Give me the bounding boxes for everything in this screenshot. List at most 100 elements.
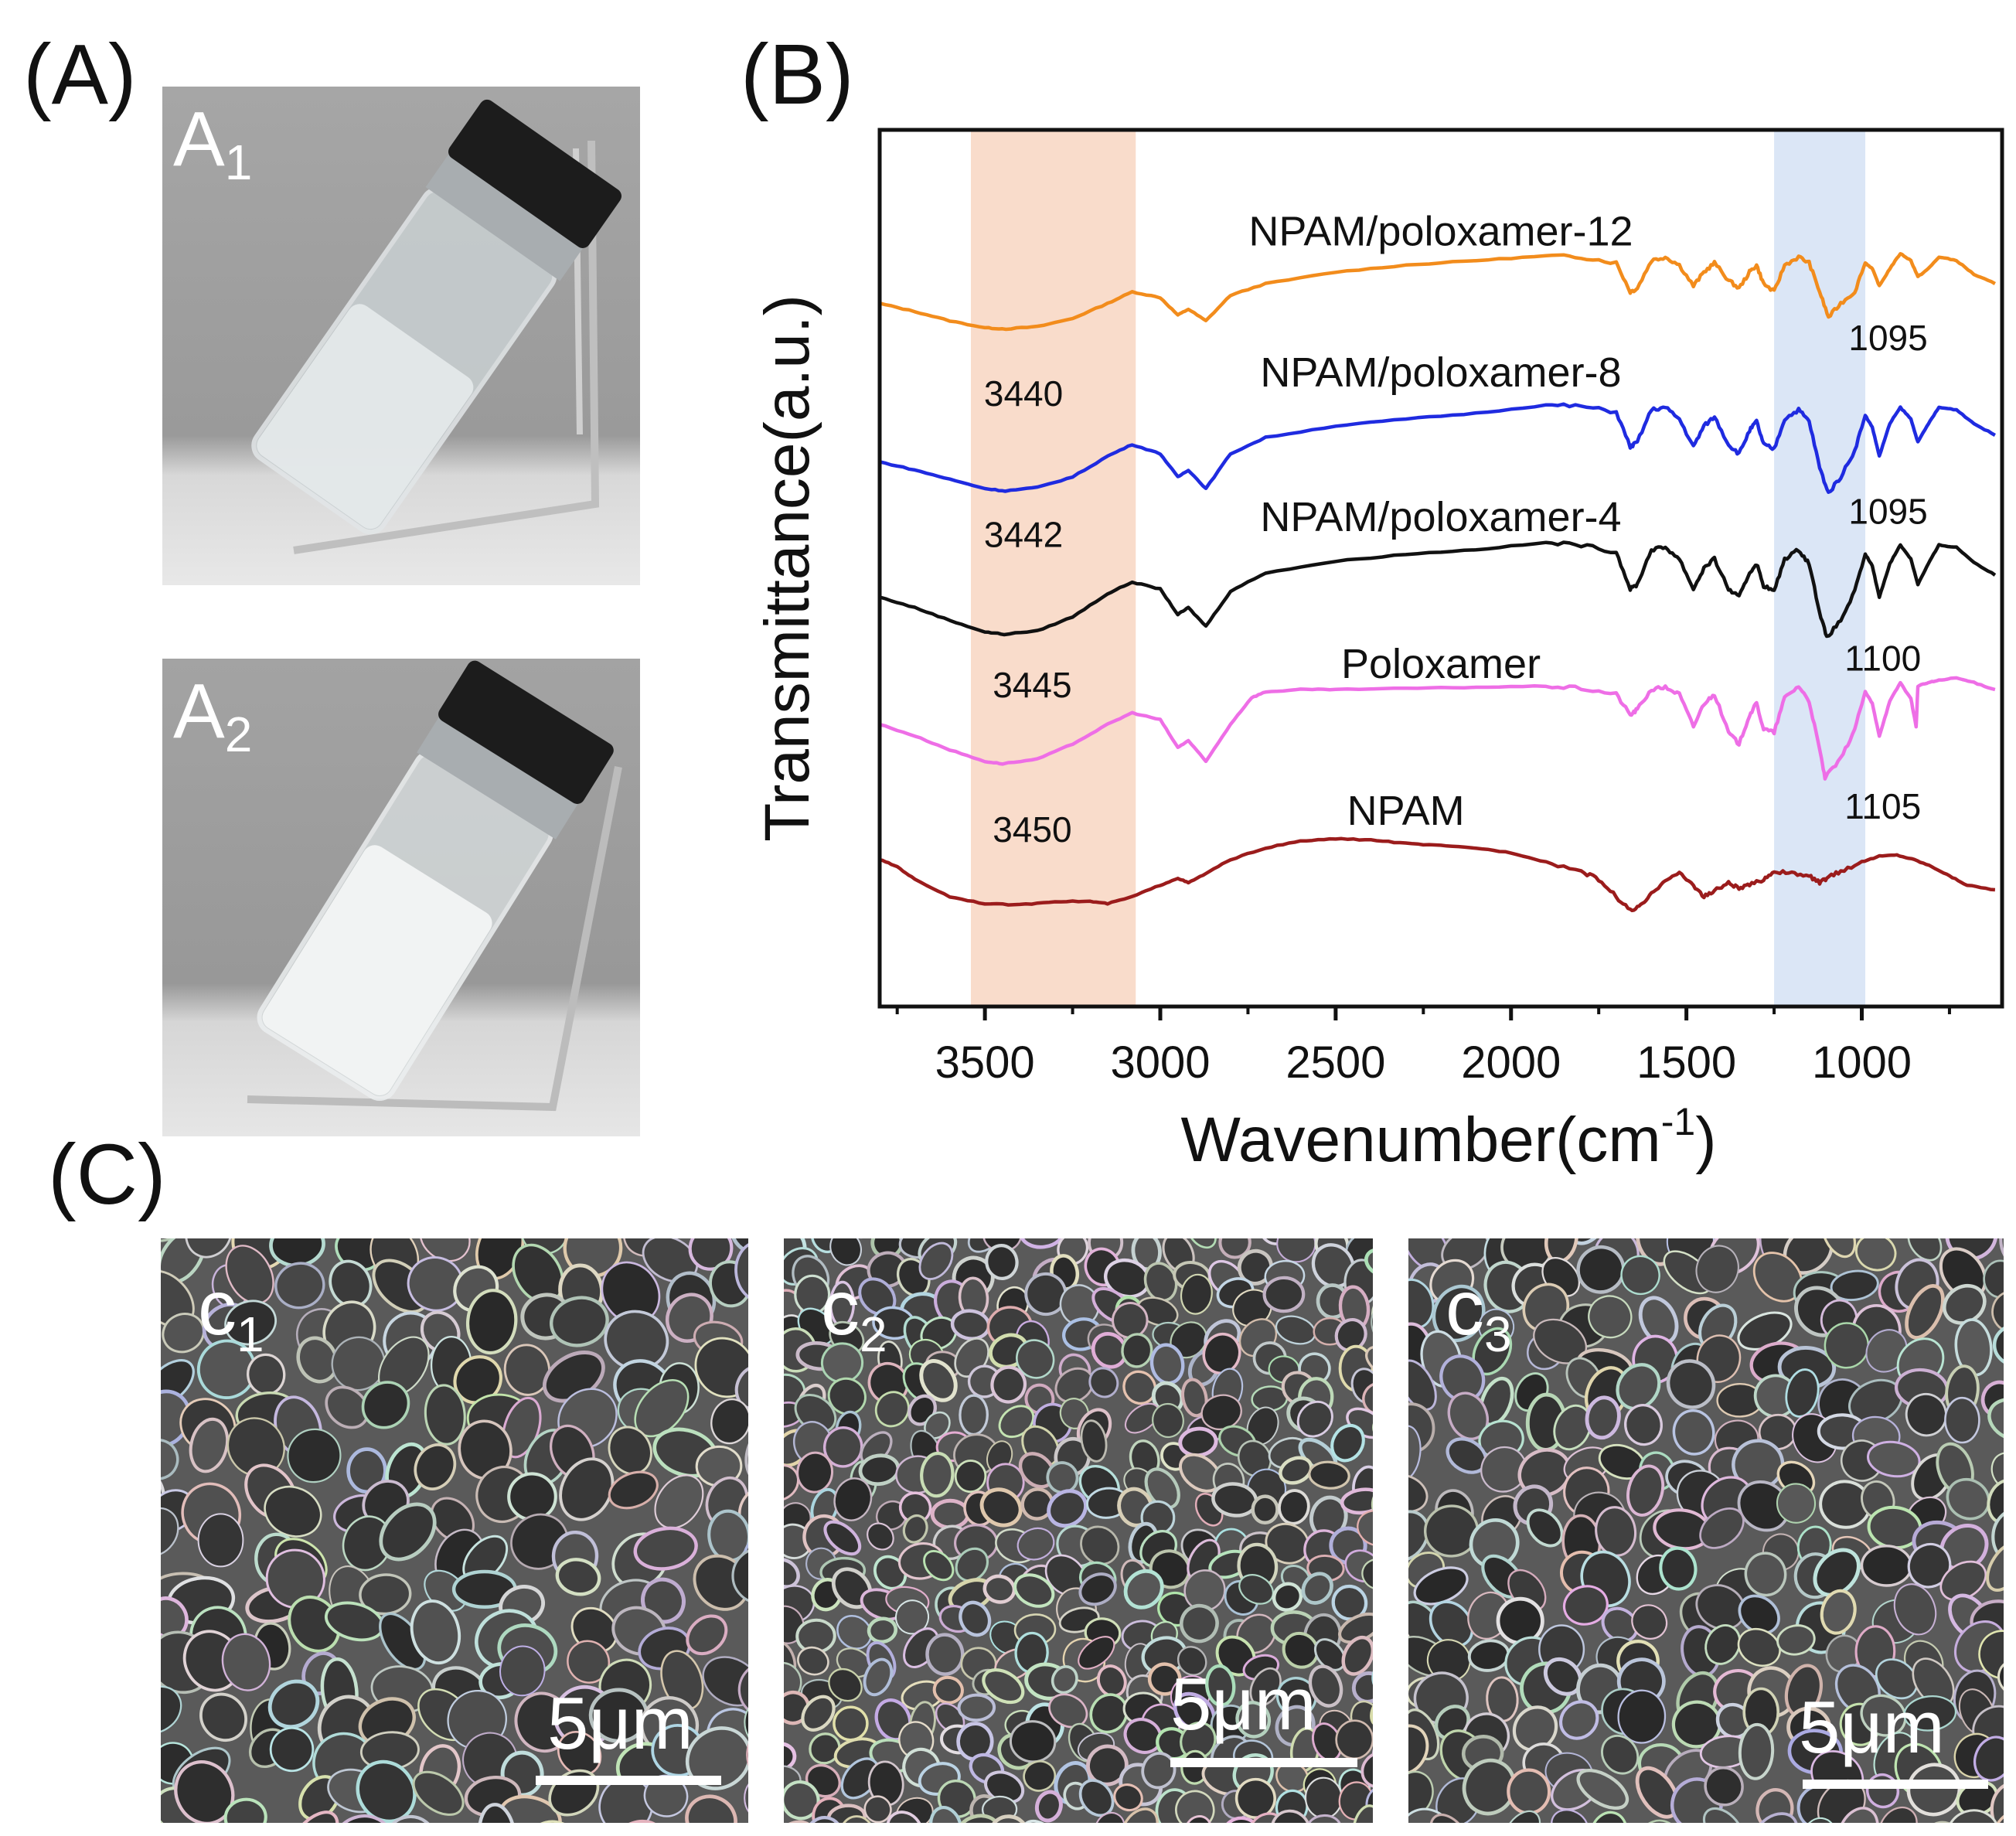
sem-pore — [1589, 1810, 1629, 1823]
sem-pore — [1973, 1736, 2004, 1782]
sem-pore — [1279, 1456, 1313, 1485]
sem-texture-c2 — [784, 1238, 1373, 1823]
sem-pore — [1180, 1378, 1208, 1418]
sem-pore — [1776, 1483, 1817, 1524]
sem-pore — [221, 1633, 271, 1691]
sem-pore — [1906, 1763, 1962, 1817]
photo-tag-a1: A1 — [173, 96, 253, 190]
sem-texture-c3 — [1408, 1238, 2004, 1823]
scale-label-c3: 5μm — [1799, 1686, 1945, 1769]
sem-pore — [1362, 1381, 1373, 1415]
sem-pore — [1080, 1419, 1108, 1463]
sem-pore — [1123, 1569, 1164, 1609]
sem-pore — [979, 1487, 1023, 1528]
peak-annotation-2: 3442 — [984, 515, 1063, 555]
shaded-band-1 — [970, 130, 1136, 1007]
x-tick-label-3000: 3000 — [1110, 1037, 1210, 1088]
sem-pore — [520, 1238, 569, 1255]
sem-image-c3: c3 5μm — [1408, 1238, 2004, 1823]
sem-pore — [189, 1417, 230, 1473]
sem-pore — [419, 1238, 471, 1262]
vial-photo-a1: A1 — [162, 87, 640, 585]
sem-pore — [1997, 1658, 2004, 1698]
sem-pore — [1526, 1508, 1564, 1548]
sem-pore — [1270, 1809, 1311, 1823]
sem-image-c2: c2 5μm — [784, 1238, 1373, 1823]
sem-pore — [919, 1359, 958, 1402]
sem-pore — [654, 1474, 704, 1529]
series-label-3: NPAM/poloxamer-4 — [1260, 494, 1621, 540]
sem-pore — [1576, 1768, 1629, 1810]
sem-pore — [1695, 1245, 1739, 1293]
x-tick-label-3500: 3500 — [935, 1037, 1035, 1088]
sem-pore — [1990, 1809, 2004, 1823]
sem-pore — [784, 1742, 797, 1771]
sem-pore — [1631, 1604, 1668, 1640]
sem-pore — [1017, 1527, 1055, 1561]
sem-pore — [1946, 1809, 2001, 1823]
x-tick-label-2000: 2000 — [1461, 1037, 1561, 1088]
sem-pore — [162, 1313, 206, 1354]
sem-pore — [1699, 1507, 1745, 1549]
sem-pore — [833, 1477, 873, 1521]
sem-pore — [863, 1657, 894, 1697]
sem-pore — [197, 1513, 244, 1568]
sem-pore — [414, 1443, 457, 1490]
sem-pore — [161, 1507, 179, 1557]
panel-c-label: (C) — [48, 1127, 166, 1222]
peak-annotation-4: 3450 — [993, 809, 1071, 850]
sem-pore — [685, 1794, 737, 1823]
sem-pore — [833, 1705, 869, 1742]
sem-pore — [1559, 1700, 1599, 1740]
sem-pore — [1334, 1318, 1367, 1352]
sem-pore — [1785, 1368, 1820, 1418]
sem-pore — [1024, 1272, 1068, 1317]
sem-pore — [424, 1384, 466, 1446]
scale-bar-c2 — [1170, 1758, 1357, 1767]
sem-pore — [1365, 1784, 1373, 1823]
sem-pore — [1999, 1238, 2004, 1267]
sem-pore — [744, 1776, 748, 1821]
sem-pore — [1946, 1477, 1990, 1521]
sem-pore — [797, 1646, 829, 1676]
sem-pore — [1585, 1395, 1621, 1440]
sem-tag-c1: c1 — [198, 1265, 264, 1362]
sem-pore — [1051, 1665, 1078, 1695]
sem-pore — [1086, 1744, 1129, 1787]
sem-pore — [1704, 1624, 1742, 1665]
sem-pore — [1903, 1695, 1957, 1732]
sem-pore — [1251, 1494, 1279, 1525]
sem-pore — [920, 1451, 955, 1498]
sem-pore — [1408, 1359, 1437, 1411]
sem-pore — [784, 1464, 799, 1501]
sem-pore — [1704, 1766, 1744, 1807]
x-tick-label-2500: 2500 — [1286, 1037, 1385, 1088]
peak-annotation-7: 1100 — [1844, 639, 1921, 679]
sem-pore — [223, 1797, 267, 1823]
sem-pore — [465, 1289, 518, 1355]
sem-pore — [478, 1803, 516, 1823]
sem-pore — [1080, 1525, 1120, 1565]
sem-pore — [957, 1693, 996, 1722]
sem-pore — [1905, 1284, 1945, 1340]
sem-pore — [1480, 1446, 1527, 1493]
sem-pore — [1616, 1363, 1661, 1411]
sem-pore — [1939, 1560, 1987, 1602]
peak-annotation-3: 3445 — [993, 665, 1071, 705]
sem-pore — [1308, 1460, 1350, 1490]
sem-pore — [932, 1675, 964, 1705]
sem-pore — [1361, 1558, 1373, 1591]
sem-pore — [886, 1810, 923, 1823]
sem-pore — [1576, 1245, 1626, 1294]
sem-pore — [1820, 1589, 1857, 1635]
x-tick-label-1500: 1500 — [1636, 1037, 1736, 1088]
sem-pore — [1738, 1594, 1780, 1635]
sem-pore — [784, 1605, 805, 1644]
sem-pore — [1122, 1370, 1157, 1405]
vial-photo-a2: A2 — [162, 659, 640, 1136]
sem-pore — [332, 1814, 394, 1823]
sem-pore — [1013, 1573, 1055, 1608]
sem-pore — [1048, 1693, 1088, 1729]
sem-pore — [1738, 1722, 1775, 1780]
sem-pore — [1429, 1600, 1474, 1648]
